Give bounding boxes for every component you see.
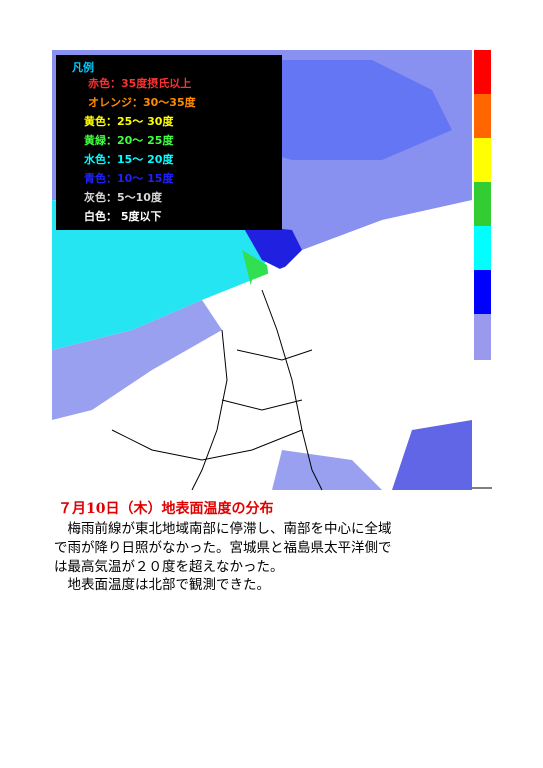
- legend-item: 水色：15～ 20度: [84, 153, 174, 166]
- legend-item: 赤色：35度摂氏以上: [88, 77, 192, 90]
- legend: 凡例 赤色：35度摂氏以上 オレンジ：30～35度黄色：25～ 30度 黄緑：20～…: [56, 55, 282, 230]
- caption-title: ７月10日（木）地表面温度の分布: [58, 501, 274, 517]
- legend-item: 白色： 5度以下: [84, 210, 162, 223]
- paragraph-line: で雨が降り日照がなかった。宮城県と福島県太平洋側で: [54, 540, 392, 556]
- legend-item: 黄緑：20～ 25度: [84, 134, 174, 147]
- legend-item: 灰色：5～10度: [84, 191, 162, 204]
- paragraph-line: 梅雨前線が東北地域南部に停滞し、南部を中心に全域: [54, 521, 392, 537]
- legend-title: 凡例: [72, 61, 94, 74]
- paragraph-line: 地表面温度は北部で観測できた。: [54, 577, 270, 593]
- paragraph-line: は最高気温が２０度を超えなかった。: [54, 559, 284, 575]
- legend-item: 黄色：25～ 30度: [84, 115, 174, 128]
- legend-item: 青色：10～ 15度: [84, 172, 174, 185]
- legend-item: オレンジ：30～35度: [88, 96, 196, 109]
